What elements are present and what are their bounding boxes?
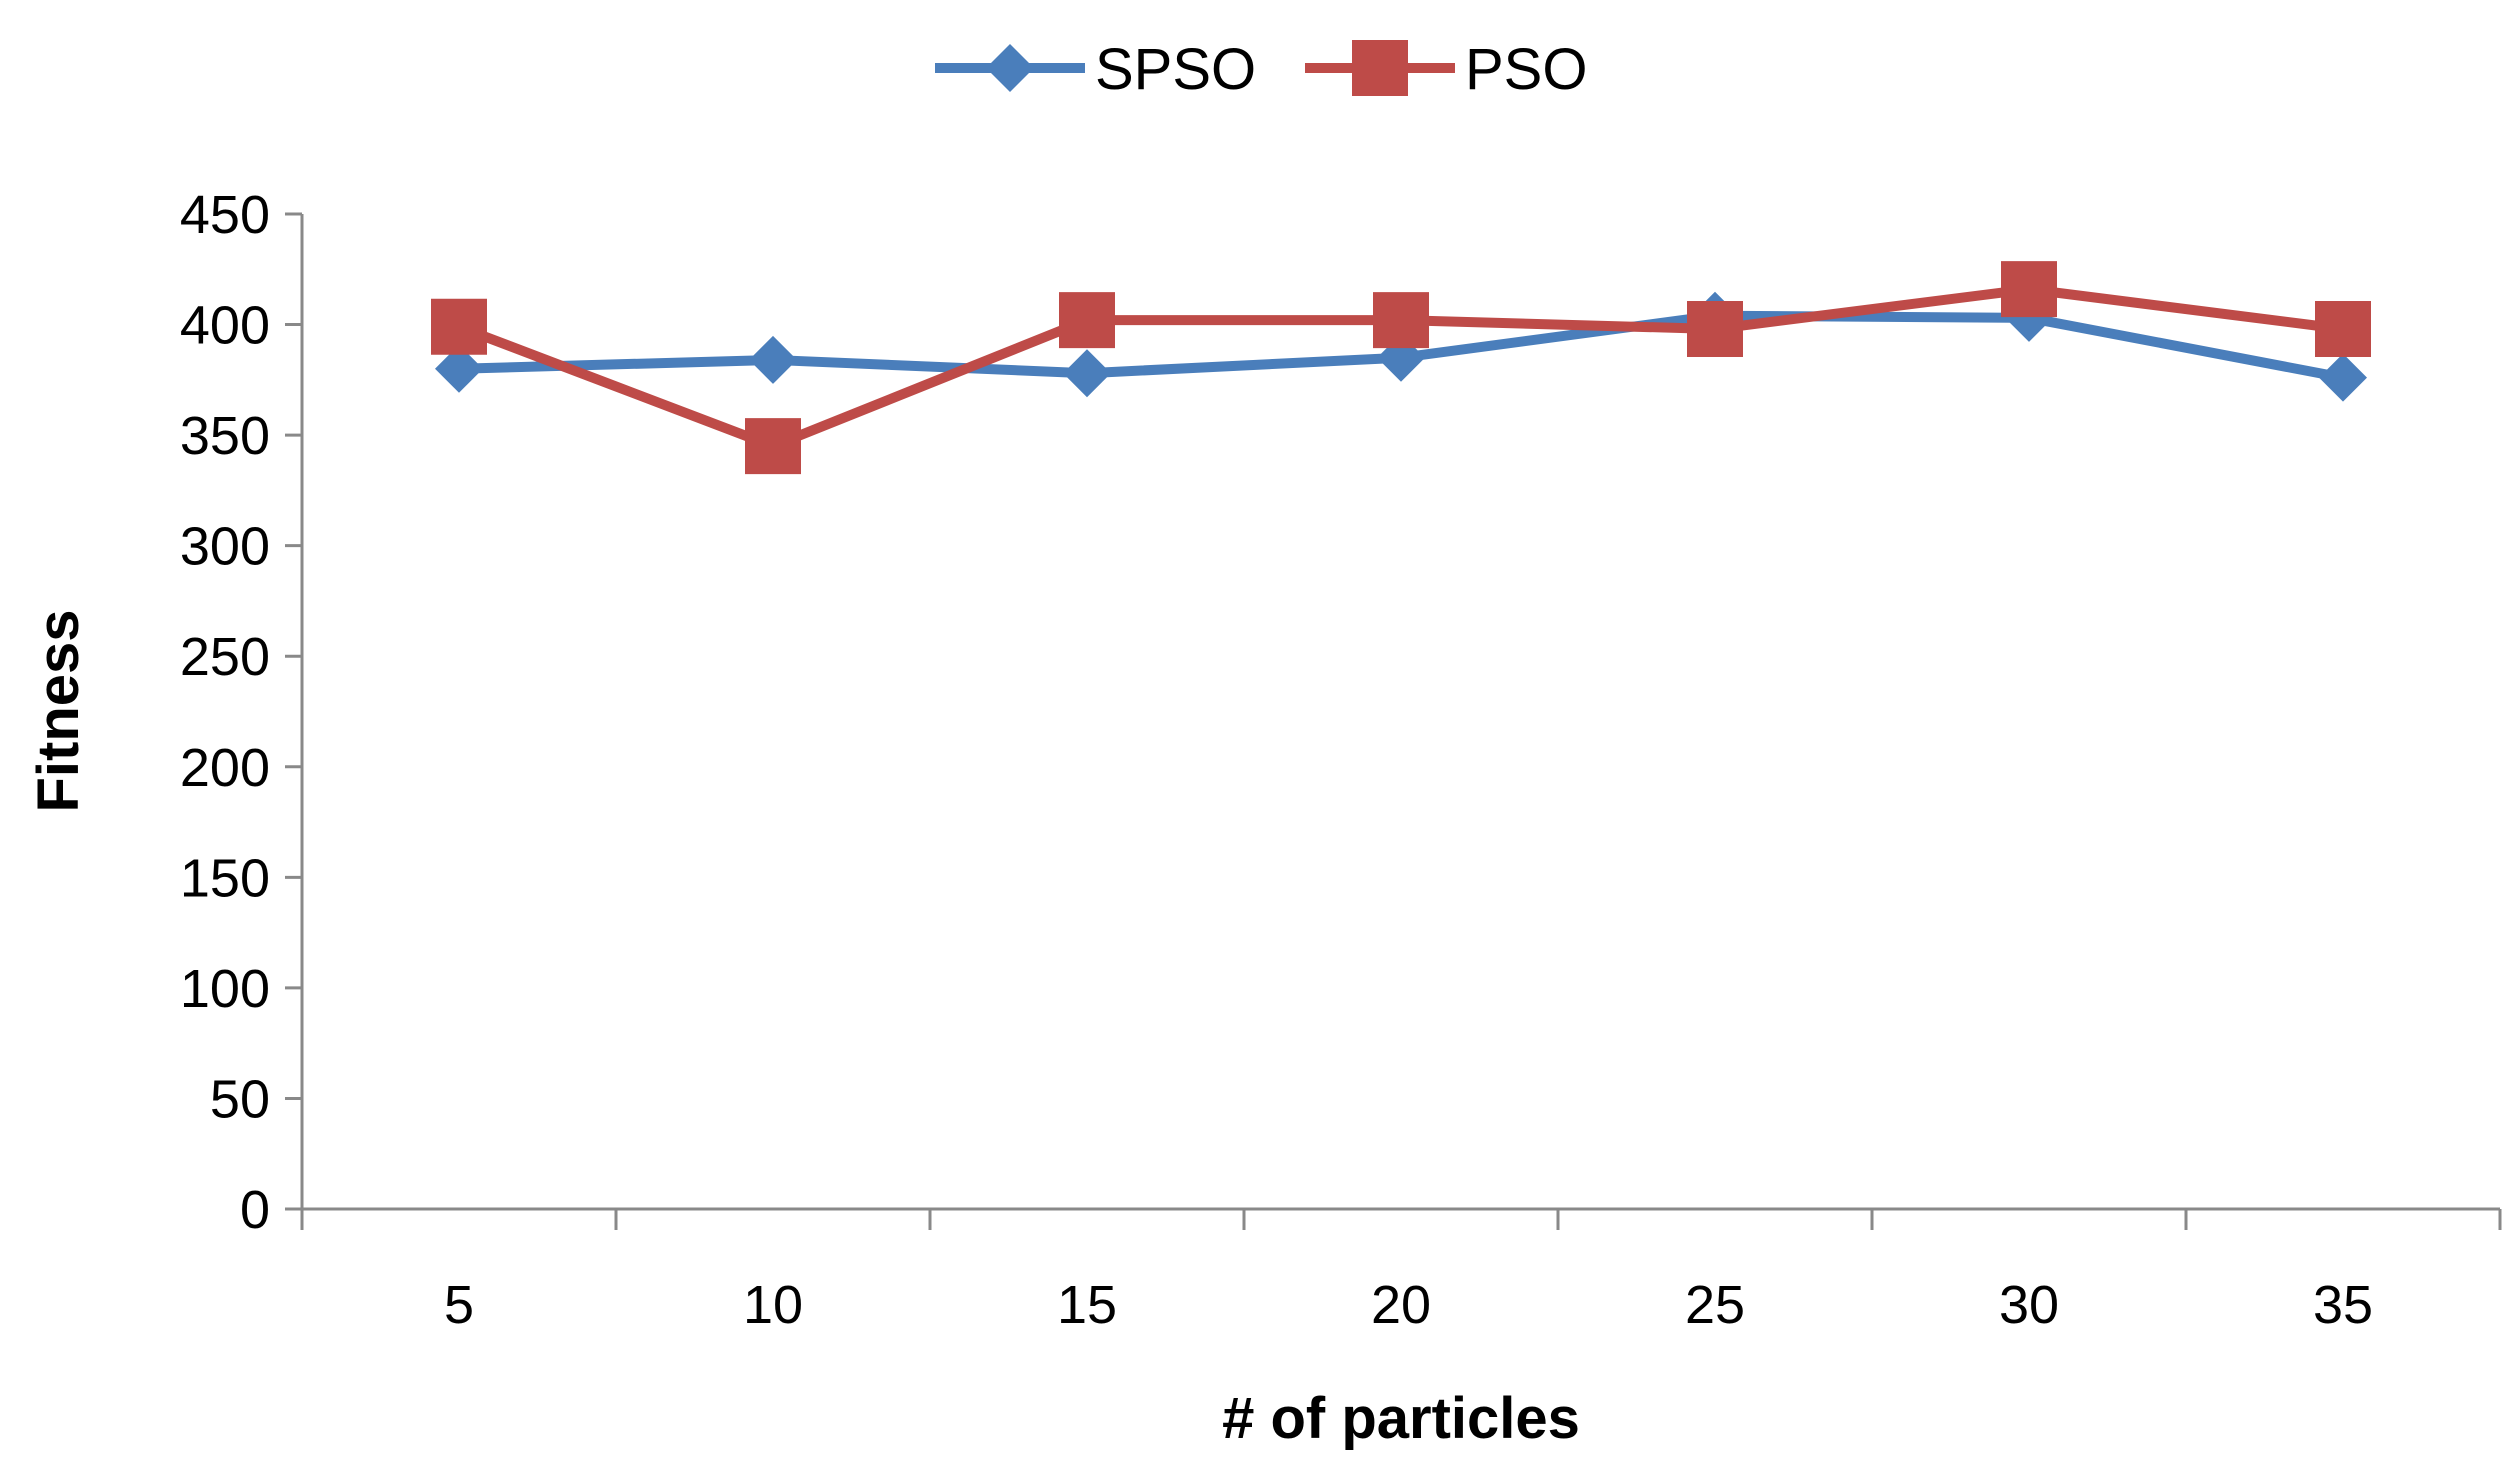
x-tick-label: 20 [1371, 1275, 1431, 1335]
legend-marker-spso [986, 44, 1034, 92]
y-tick-label: 450 [180, 185, 270, 245]
legend-item-spso: SPSO [935, 37, 1256, 102]
y-tick-label: 400 [180, 296, 270, 356]
legend-item-pso: PSO [1305, 37, 1588, 102]
y-tick-label: 100 [180, 959, 270, 1019]
data-point-spso [1063, 349, 1111, 398]
x-tick-label: 5 [444, 1275, 474, 1335]
legend-marker-pso [1352, 40, 1408, 96]
x-ticks: 5 10 15 20 25 30 35 [300, 1209, 2502, 1335]
data-point-pso [2001, 261, 2057, 318]
y-tick-label: 50 [210, 1069, 270, 1129]
y-ticks: 0 50 100 150 200 250 300 350 400 450 [180, 185, 302, 1240]
legend-label-spso: SPSO [1095, 37, 1256, 102]
x-tick-label: 15 [1057, 1275, 1117, 1335]
y-tick-label: 300 [180, 517, 270, 577]
legend: SPSO PSO [935, 37, 1588, 102]
y-tick-label: 250 [180, 627, 270, 687]
legend-label-pso: PSO [1465, 37, 1588, 102]
data-point-pso [1373, 292, 1429, 349]
series-pso [431, 261, 2371, 475]
y-tick-label: 350 [180, 406, 270, 466]
axes: 0 50 100 150 200 250 300 350 400 450 5 10 15 20 25 30 3… [180, 185, 2502, 1335]
x-tick-label: 10 [743, 1275, 803, 1335]
plot-area [431, 261, 2371, 475]
y-tick-label: 150 [180, 848, 270, 908]
x-tick-label: 25 [1685, 1275, 1745, 1335]
x-tick-label: 35 [2313, 1275, 2373, 1335]
x-tick-label: 30 [1999, 1275, 2059, 1335]
y-axis-title: Fitness [26, 609, 91, 812]
data-point-spso [435, 344, 483, 393]
data-point-spso [749, 335, 797, 384]
data-point-pso [745, 418, 801, 475]
data-point-pso [431, 298, 487, 355]
data-point-pso [1059, 292, 1115, 349]
data-point-spso [2319, 353, 2367, 402]
data-point-pso [2315, 300, 2371, 357]
series-spso [435, 291, 2367, 402]
data-point-pso [1687, 300, 1743, 357]
y-tick-label: 200 [180, 738, 270, 798]
y-tick-label: 0 [240, 1180, 270, 1240]
x-axis-title: # of particles [1222, 1386, 1580, 1451]
